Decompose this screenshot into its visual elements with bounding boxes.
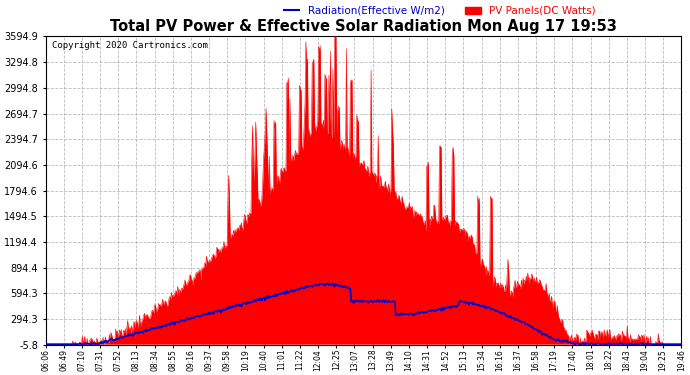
Title: Total PV Power & Effective Solar Radiation Mon Aug 17 19:53: Total PV Power & Effective Solar Radiati… <box>110 19 617 34</box>
Text: Copyright 2020 Cartronics.com: Copyright 2020 Cartronics.com <box>52 41 208 50</box>
Legend: Radiation(Effective W/m2), PV Panels(DC Watts): Radiation(Effective W/m2), PV Panels(DC … <box>279 2 600 20</box>
